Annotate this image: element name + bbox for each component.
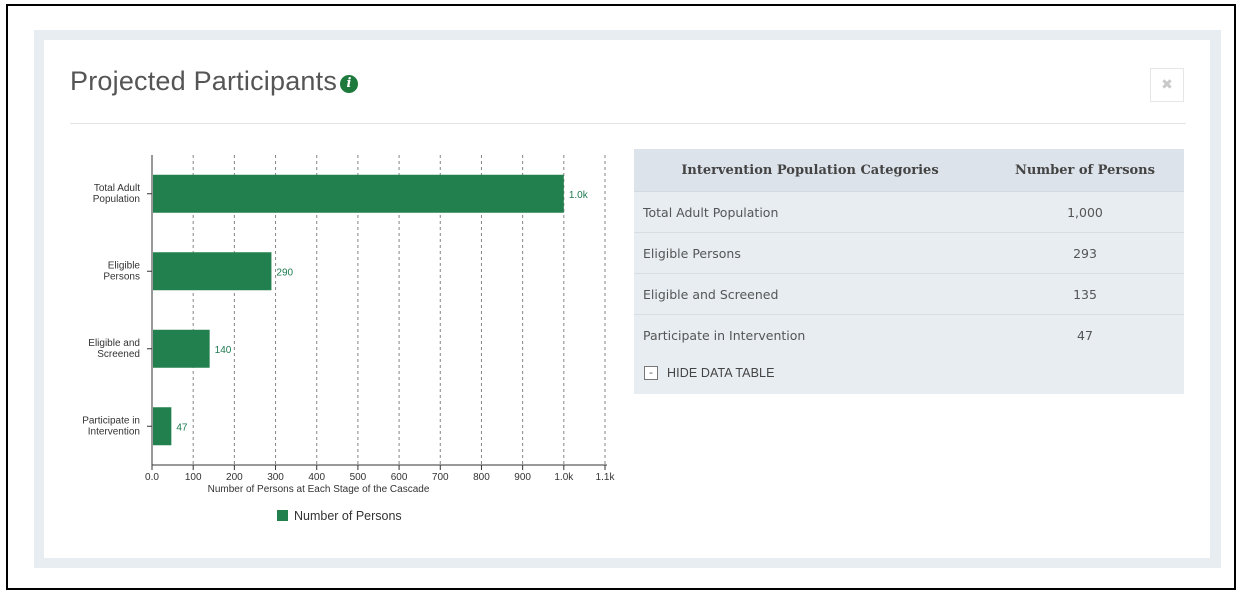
y-tick-label: Eligible Persons [103,260,140,282]
x-tick-label: 1.1k [596,472,616,483]
x-tick-label: 800 [473,472,490,483]
x-axis-title: Number of Persons at Each Stage of the C… [208,484,430,495]
x-tick-label: 500 [350,472,367,483]
data-label: 140 [215,345,232,356]
data-label: 290 [276,267,293,278]
table-header-row: Intervention Population Categories Numbe… [634,149,1184,192]
x-tick-label: 0.0 [145,472,159,483]
header-divider [70,123,1186,124]
hide-data-table-label[interactable]: HIDE DATA TABLE [667,365,775,380]
table-row: Total Adult Population 1,000 [634,191,1184,233]
close-icon: ✖ [1161,77,1173,93]
table-cell-count: 47 [986,314,1184,356]
close-button[interactable]: ✖ [1150,68,1184,102]
x-tick-label: 200 [226,472,243,483]
bar-chart: 0.0 100 200 300 400 500 600 700 800 900 1.0k 1.1k Nu… [82,155,616,523]
column-header-category[interactable]: Intervention Population Categories [634,149,986,192]
y-tick-label: Total Adult Population [93,183,140,205]
info-circle-icon[interactable]: i [340,74,359,93]
y-tick-label: Eligible and Screened [88,338,140,360]
x-tick-label: 400 [308,472,325,483]
data-table: Intervention Population Categories Numbe… [634,149,1184,356]
x-tick-label: 1.0k [554,472,574,483]
hide-data-table-toggle[interactable]: - HIDE DATA TABLE [634,351,1184,394]
bar [153,407,172,446]
table-cell-category: Total Adult Population [634,191,986,233]
title-row: Projected Participants i [70,66,359,97]
data-label: 1.0k [569,190,589,201]
legend-swatch [277,510,288,521]
table-row: Participate in Intervention 47 [634,314,1184,356]
collapse-icon[interactable]: - [644,365,658,380]
bar [153,329,210,368]
table-row: Eligible Persons 293 [634,232,1184,274]
table-cell-category: Eligible and Screened [634,273,986,315]
panel-title: Projected Participants [70,66,338,96]
table-row: Eligible and Screened 135 [634,273,1184,315]
bar [153,174,564,213]
x-tick-label: 300 [267,472,284,483]
table-cell-count: 1,000 [986,191,1184,233]
projected-participants-card: Projected Participants i ✖ 0.0 100 200 300 4… [44,40,1210,558]
data-label: 47 [176,422,188,433]
bar [153,252,272,291]
x-tick-label: 900 [514,472,531,483]
table-cell-count: 293 [986,232,1184,274]
x-tick-label: 100 [185,472,202,483]
table-cell-count: 135 [986,273,1184,315]
table-cell-category: Participate in Intervention [634,314,986,356]
x-tick-label: 700 [432,472,449,483]
legend-label: Number of Persons [294,509,402,523]
y-tick-label: Participate in Intervention [82,415,140,437]
x-tick-label: 600 [391,472,408,483]
table-cell-category: Eligible Persons [634,232,986,274]
column-header-count[interactable]: Number of Persons [986,149,1184,192]
